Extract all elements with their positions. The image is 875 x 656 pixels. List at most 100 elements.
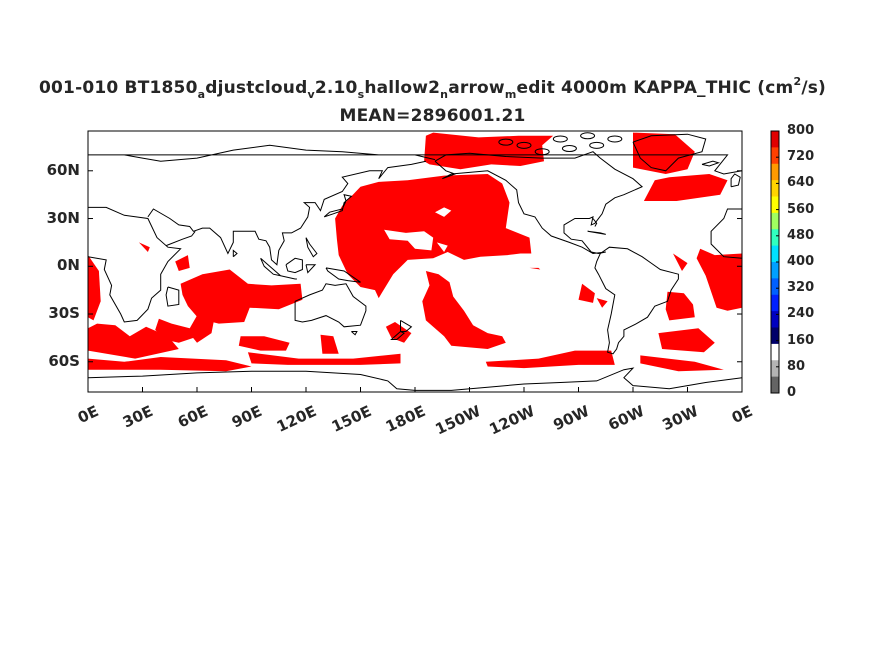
title-part: 2 (793, 75, 802, 88)
coastline (594, 246, 679, 355)
colorbar-label: 480 (787, 227, 815, 243)
arctic-island (580, 132, 596, 140)
kappa-region (424, 132, 554, 170)
lat-label: 30N (46, 208, 80, 227)
kappa-region (175, 255, 190, 271)
colorbar-label: 720 (787, 149, 815, 165)
kappa-region (88, 255, 101, 321)
kappa-gap (384, 229, 434, 251)
colorbar-label: 160 (787, 332, 815, 348)
chart-title: 001-010 BT1850adjustcloudv2.10shallow2na… (0, 75, 865, 101)
colorbar-segment (771, 376, 779, 394)
colorbar-label: 80 (787, 358, 806, 374)
colorbar-label: 560 (787, 201, 815, 217)
kappa-region (633, 132, 695, 174)
coastline (280, 275, 297, 280)
kappa-gap (435, 207, 452, 217)
colorbar-segment (771, 131, 779, 148)
colorbar-segment (771, 343, 779, 361)
colorbar-segment (771, 212, 779, 230)
title-part: hallow2 (364, 78, 441, 98)
arctic-island (552, 135, 568, 143)
chart-subtitle-mean: MEAN=2896001.21 (339, 106, 526, 126)
title-part: 2.10 (314, 78, 358, 98)
colorbar-segment (771, 229, 779, 247)
colorbar-label: 0 (787, 385, 797, 400)
kappa-gap (460, 271, 484, 281)
colorbar-segment (771, 360, 779, 378)
lat-label: 60S (48, 351, 80, 370)
kappa-field-layer (88, 132, 742, 372)
coastline (351, 331, 358, 336)
arctic-island (561, 145, 577, 153)
arctic-island (534, 148, 550, 156)
colorbar-segment (771, 278, 779, 296)
arctic-island (498, 138, 514, 146)
kappa-region (640, 355, 724, 372)
colorbar-segment (771, 294, 779, 312)
coastline (701, 160, 721, 167)
colorbar-label: 800 (787, 123, 815, 138)
coastline (232, 249, 238, 258)
axis-ticks (87, 170, 743, 392)
colorbar-label: 400 (787, 254, 815, 269)
kappa-region (643, 174, 728, 201)
kappa-region (529, 267, 541, 270)
kappa-region (209, 293, 219, 299)
coastline-layer (87, 132, 743, 391)
coastline (592, 218, 598, 227)
coastline (710, 208, 743, 259)
kappa-region (88, 323, 179, 359)
kappa-region (665, 291, 695, 321)
arctic-island (516, 141, 532, 149)
coastline (400, 319, 413, 332)
coastline (305, 237, 318, 258)
kappa-region (385, 322, 412, 343)
coastline (87, 367, 743, 391)
kappa-region (247, 352, 401, 365)
colorbar-label: 640 (787, 175, 815, 191)
arctic-island (589, 141, 605, 149)
colorbar-segment (771, 180, 779, 197)
coastline (165, 230, 196, 247)
kappa-region (673, 253, 688, 271)
lat-label: 60N (46, 160, 80, 179)
kappa-region (138, 242, 150, 252)
colorbar-segment (771, 245, 779, 263)
coastline (323, 194, 353, 218)
colorbar-segment (771, 311, 779, 328)
coastline (285, 257, 303, 274)
coastline (325, 267, 361, 283)
coastline (294, 283, 367, 328)
title-part: 001-010 BT1850 (38, 78, 198, 98)
coastline (165, 286, 180, 307)
coastline (87, 206, 182, 323)
kappa-region (155, 318, 194, 343)
kappa-region (485, 350, 615, 369)
coastline (88, 144, 743, 175)
title-part: arrow (448, 78, 505, 98)
colorbar (770, 130, 780, 394)
colorbar-segment (771, 262, 779, 279)
kappa-region (596, 298, 608, 308)
kappa-region (180, 269, 303, 324)
coastline (434, 151, 644, 255)
title-part: a (197, 88, 206, 101)
coastline (730, 173, 741, 188)
kappa-region (187, 312, 216, 343)
title-part: /s) (801, 78, 827, 98)
title-part: n (440, 88, 449, 101)
title-part: v (307, 88, 315, 101)
kappa-region (335, 174, 532, 299)
kappa-region (88, 357, 252, 372)
kappa-region (238, 336, 290, 351)
coastline (390, 331, 406, 340)
coastline (260, 257, 281, 277)
colorbar-label: 320 (787, 280, 815, 296)
colorbar-segment (771, 196, 779, 214)
lat-label: 0N (57, 256, 80, 275)
coastline (305, 264, 317, 274)
kappa-region (578, 283, 595, 303)
kappa-region (422, 271, 506, 349)
title-part: s (357, 88, 365, 101)
